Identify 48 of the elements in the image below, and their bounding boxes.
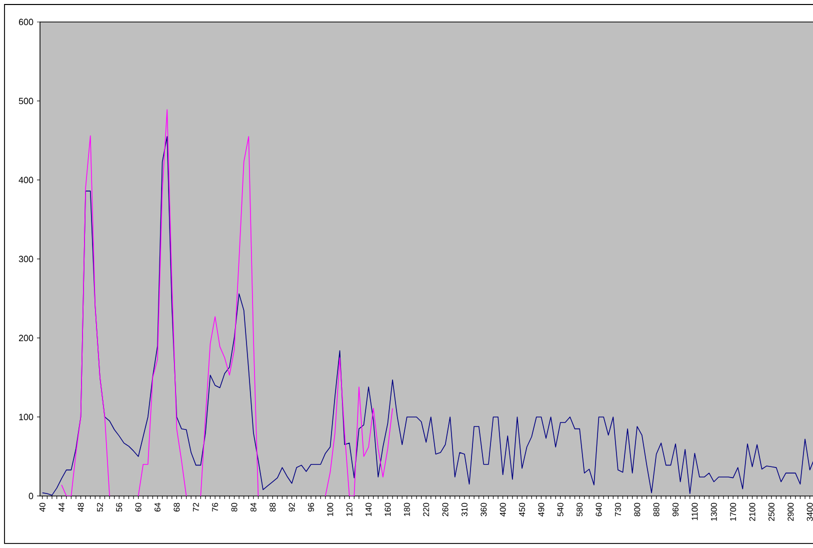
y-tick-label: 0 <box>28 492 34 500</box>
x-tick-label: 92 <box>288 502 295 512</box>
x-tick-label: 730 <box>614 502 621 516</box>
x-tick-label: 1100 <box>692 502 698 520</box>
x-tick-label: 120 <box>346 502 352 516</box>
x-tick-label: 64 <box>154 502 161 512</box>
x-tick-label: 100 <box>327 502 334 516</box>
y-tick-label: 600 <box>18 18 34 26</box>
x-tick-label: 72 <box>192 502 199 512</box>
x-tick-label: 1300 <box>710 502 717 521</box>
y-tick-label: 300 <box>18 256 34 262</box>
x-tick-label: 640 <box>596 502 602 516</box>
x-tick-label: 2500 <box>768 502 774 521</box>
x-tick-label: 84 <box>250 502 256 512</box>
x-tick-label: 60 <box>135 502 142 512</box>
x-tick-label: 960 <box>672 502 679 516</box>
x-tick-label: 44 <box>58 502 65 512</box>
x-tick-label: 40 <box>39 502 46 512</box>
x-tick-label: 2100 <box>749 502 756 521</box>
x-tick-label: 80 <box>231 502 238 512</box>
x-tick-label: 68 <box>174 502 180 512</box>
x-tick-label: 400 <box>500 502 506 516</box>
x-tick-label: 48 <box>78 502 84 512</box>
x-tick-label: 360 <box>480 502 487 516</box>
x-tick-label: 3400 <box>806 502 813 522</box>
x-tick-label: 880 <box>653 502 660 516</box>
x-tick-label: 580 <box>576 502 583 516</box>
y-tick-label: 100 <box>19 414 34 420</box>
y-tick-label: 400 <box>18 176 34 184</box>
x-tick-label: 180 <box>404 502 410 516</box>
x-tick-label: 2900 <box>788 502 794 521</box>
x-tick-label: 310 <box>461 502 468 516</box>
x-tick-label: 260 <box>442 502 448 516</box>
x-tick-label: 160 <box>384 502 391 516</box>
x-tick-label: 96 <box>308 502 314 512</box>
x-tick-label: 220 <box>423 502 430 516</box>
x-tick-label: 88 <box>270 502 276 512</box>
x-tick-label: 450 <box>519 502 526 516</box>
y-tick-label: 200 <box>18 334 34 342</box>
x-tick-label: 540 <box>557 502 564 516</box>
x-tick-label: 56 <box>116 502 122 512</box>
x-tick-label: 800 <box>634 502 640 516</box>
x-tick-label: 490 <box>538 502 544 516</box>
x-tick-label: 1700 <box>730 502 736 521</box>
x-tick-label: 52 <box>96 502 103 512</box>
y-tick-label: 500 <box>18 98 34 104</box>
x-tick-label: 76 <box>212 502 218 512</box>
x-tick-label: 140 <box>366 502 372 516</box>
